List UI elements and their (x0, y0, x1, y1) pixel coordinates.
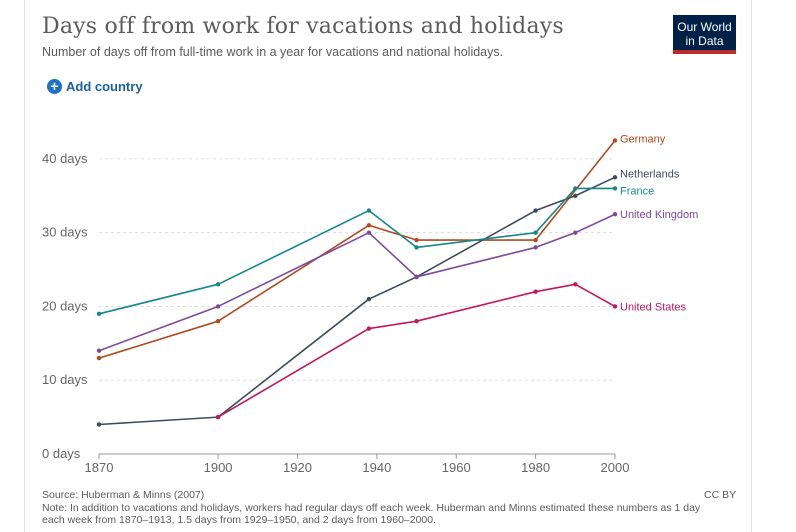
data-point (96, 311, 102, 317)
data-point (573, 193, 578, 198)
x-tick-label: 1940 (362, 460, 391, 475)
data-point (612, 175, 618, 180)
data-point (96, 348, 102, 353)
x-tick-label: 2000 (601, 460, 630, 475)
x-tick-label: 1960 (442, 460, 471, 475)
license-link[interactable]: CC BY (704, 489, 737, 501)
y-tick-label: 30 days (42, 225, 88, 240)
data-point (533, 208, 538, 213)
series-line (98, 187, 615, 315)
plus-circle-icon: + (47, 79, 62, 94)
data-point (533, 289, 538, 294)
data-point (533, 230, 538, 235)
y-tick-label: 20 days (42, 298, 88, 313)
data-point (96, 355, 102, 361)
data-point (215, 304, 221, 309)
data-point (533, 237, 538, 243)
data-point (612, 138, 618, 143)
chart-subtitle: Number of days off from full-time work i… (42, 45, 504, 59)
x-tick-label: 1870 (85, 460, 114, 475)
chart-frame (24, 0, 752, 532)
data-point (366, 296, 372, 302)
series-line (98, 213, 616, 352)
series-label: Germany (620, 133, 666, 145)
x-tick-label: 1900 (204, 460, 233, 475)
data-point (414, 237, 419, 243)
series-label: France (620, 185, 654, 197)
logo-line-2: in Data (685, 34, 724, 48)
logo-accent-bar (673, 50, 736, 54)
chart-footer: Source: Huberman & Minns (2007) Note: In… (42, 489, 722, 527)
series-label: United Kingdom (620, 209, 698, 221)
source-text: Source: Huberman & Minns (2007) (42, 489, 205, 501)
y-tick-label: 40 days (42, 151, 88, 166)
data-point (612, 186, 618, 191)
data-point (414, 245, 419, 250)
data-point (573, 186, 578, 191)
logo-line-1: Our World (677, 20, 732, 34)
data-point (612, 304, 618, 309)
data-point (414, 274, 419, 280)
y-tick-label: 10 days (42, 372, 88, 387)
data-point (215, 414, 221, 420)
owid-logo[interactable]: Our World in Data (673, 15, 736, 54)
data-point (414, 319, 419, 324)
data-point (96, 422, 102, 427)
series-label: United States (620, 301, 687, 313)
data-point (215, 282, 221, 287)
note-text: Note: In addition to vacations and holid… (42, 501, 701, 527)
y-tick-label: 0 days (42, 446, 81, 461)
series-line (98, 139, 616, 359)
chart-title: Days off from work for vacations and hol… (42, 14, 564, 39)
series-line (98, 176, 616, 426)
data-point (215, 319, 221, 324)
data-point (366, 230, 372, 235)
x-tick-label: 1980 (521, 460, 550, 475)
data-point (366, 223, 372, 228)
add-country-button[interactable]: + Add country (47, 79, 143, 94)
add-country-label: Add country (66, 79, 143, 94)
x-tick-label: 1920 (283, 460, 312, 475)
series-line (217, 283, 616, 418)
data-point (366, 208, 372, 213)
series-label: Netherlands (620, 168, 680, 180)
data-point (533, 245, 538, 250)
data-point (573, 282, 578, 287)
data-point (573, 230, 578, 235)
data-point (612, 212, 618, 217)
data-point (366, 326, 372, 331)
